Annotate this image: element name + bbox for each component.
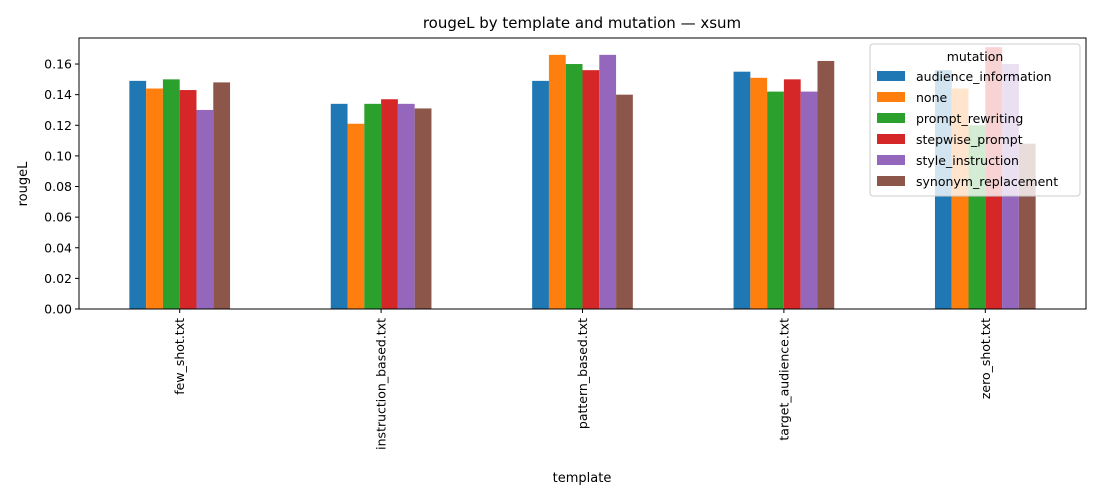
bar-synonym_replacement-target_audience.txt: [817, 60, 835, 310]
y-tick-label: 0.02: [44, 271, 72, 286]
y-tick-label: 0.14: [44, 87, 72, 102]
y-tick-label: 0.00: [44, 302, 72, 317]
y-tick-label: 0.16: [44, 57, 72, 72]
bar-stepwise_prompt-target_audience.txt: [783, 79, 801, 309]
y-tick-label: 0.12: [44, 118, 72, 133]
bar-none-target_audience.txt: [750, 77, 768, 309]
bar-stepwise_prompt-few_shot.txt: [179, 90, 197, 310]
bar-audience_information-pattern_based.txt: [532, 80, 549, 309]
bar-style_instruction-instruction_based.txt: [397, 103, 415, 310]
legend-label-stepwise_prompt: stepwise_prompt: [916, 132, 1023, 147]
bar-synonym_replacement-few_shot.txt: [213, 82, 231, 310]
bar-audience_information-instruction_based.txt: [330, 103, 348, 310]
bar-none-few_shot.txt: [146, 88, 163, 309]
legend-label-synonym_replacement: synonym_replacement: [916, 174, 1058, 189]
y-tick-label: 0.08: [44, 179, 72, 194]
legend-label-style_instruction: style_instruction: [916, 153, 1019, 168]
bar-prompt_rewriting-pattern_based.txt: [565, 64, 583, 309]
plot-frame: [78, 37, 1087, 310]
axes-layer: 0.00 0.02 0.04 0.06 0.08 0.10 0.12 0.14 0.16 few_…: [44, 37, 1087, 450]
legend-label-audience_information: audience_information: [916, 69, 1052, 84]
bar-synonym_replacement-pattern_based.txt: [616, 94, 633, 309]
legend-swatch-stepwise_prompt: [877, 134, 905, 144]
bar-audience_information-few_shot.txt: [129, 80, 147, 309]
legend-title: mutation: [947, 49, 1004, 64]
legend-swatch-none: [877, 92, 905, 102]
y-tick-label: 0.04: [44, 240, 72, 255]
bars-layer: [129, 47, 1036, 310]
x-tick-label: pattern_based.txt: [575, 318, 590, 429]
legend-swatch-style_instruction: [877, 155, 905, 165]
bar-audience_information-target_audience.txt: [733, 71, 751, 309]
x-tick-label: instruction_based.txt: [374, 318, 389, 450]
x-tick-label: few_shot.txt: [172, 318, 187, 395]
bar-style_instruction-target_audience.txt: [800, 91, 818, 309]
legend-box: [869, 43, 1081, 197]
bar-prompt_rewriting-target_audience.txt: [767, 91, 784, 309]
legend-swatch-synonym_replacement: [877, 176, 905, 186]
bar-stepwise_prompt-pattern_based.txt: [582, 70, 600, 309]
bar-prompt_rewriting-few_shot.txt: [162, 79, 180, 309]
x-axis-label: template: [553, 471, 612, 486]
legend-label-prompt_rewriting: prompt_rewriting: [916, 111, 1023, 126]
chart-title: rougeL by template and mutation — xsum: [423, 14, 741, 32]
legend-label-none: none: [916, 90, 947, 105]
y-tick-label: 0.10: [44, 148, 72, 163]
bar-prompt_rewriting-instruction_based.txt: [364, 103, 382, 310]
bar-none-pattern_based.txt: [548, 54, 566, 309]
bar-none-instruction_based.txt: [347, 123, 365, 309]
bar-style_instruction-few_shot.txt: [196, 109, 214, 309]
y-axis-label: rougeL: [16, 161, 31, 207]
x-tick-label: target_audience.txt: [776, 318, 791, 441]
y-tick-label: 0.06: [44, 210, 72, 225]
legend-swatch-audience_information: [877, 71, 905, 81]
bar-synonym_replacement-instruction_based.txt: [414, 108, 432, 309]
bar-style_instruction-pattern_based.txt: [599, 54, 617, 309]
bar-stepwise_prompt-instruction_based.txt: [381, 99, 398, 309]
legend-swatch-prompt_rewriting: [877, 113, 905, 123]
x-tick-label: zero_shot.txt: [978, 318, 993, 399]
